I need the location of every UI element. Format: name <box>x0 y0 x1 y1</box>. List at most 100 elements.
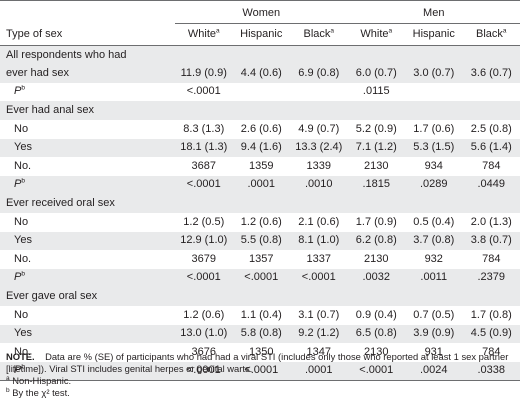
column-header-men-white: Whitea <box>360 27 393 40</box>
row-label-p-sup: b <box>21 270 25 278</box>
spacer-cell <box>232 287 290 306</box>
row-label-p-text: P <box>14 178 22 191</box>
value-cell-5: 784 <box>482 252 501 265</box>
value-cell-3: 2130 <box>364 345 389 358</box>
sti-prevalence-table: Women Men Type of sex Whitea Hispanic Bl… <box>0 0 520 381</box>
spacer-cell <box>290 287 348 306</box>
row-label-p: Pb <box>0 361 175 381</box>
value-cell-3: 0.9 (0.4) <box>355 308 397 321</box>
row-label-p: Pb <box>0 268 175 287</box>
all-value-cell-1: 4.4 (0.6) <box>232 64 290 83</box>
value-cell-0: 3687 <box>191 159 216 172</box>
value-cell-3: 2130 <box>364 159 389 172</box>
table-row: No 8.3 (1.3) 2.6 (0.6) 4.9 (0.7) 5.2 (0.9) 1.… <box>0 120 520 139</box>
value-cell-2: 3.1 (0.7) <box>298 308 340 321</box>
value-cell-2: 2.1 (0.6) <box>298 215 340 228</box>
row-label-p-text: P <box>14 364 22 376</box>
value-cell-4: .0024 <box>405 361 463 381</box>
section-title: Ever had anal sex <box>0 101 175 120</box>
value-cell-4: 934 <box>424 159 443 172</box>
section-title: Ever received oral sex <box>0 194 175 213</box>
spacer-cell <box>175 287 233 306</box>
group-header-row: Women Men <box>0 0 520 24</box>
value-cell-1: 2.6 (0.6) <box>240 122 282 135</box>
value-cell-0: <.0001 <box>175 268 233 287</box>
spacer-cell <box>290 194 348 213</box>
value-cell-2: 1347 <box>306 345 331 358</box>
footnote-b-mark: b <box>6 386 10 394</box>
value-cell-1: 1350 <box>249 345 274 358</box>
table-row: No. 3679 1357 1337 2130 932 784 <box>0 250 520 269</box>
row-label-all-p-sup: b <box>21 84 25 92</box>
value-cell-0: 1.2 (0.5) <box>183 215 225 228</box>
value-cell-2: .0001 <box>290 361 348 381</box>
row-label-all-p: Pb <box>0 83 175 102</box>
row-label: No <box>14 215 29 228</box>
table-row: Yes 12.9 (1.0) 5.5 (0.8) 8.1 (1.0) 6.2 (0.8)… <box>0 231 520 250</box>
all-p-cell-2 <box>290 83 348 102</box>
group-men-label: Men <box>423 6 445 19</box>
value-cell-5: 4.5 (0.9) <box>462 324 520 343</box>
row-label: No <box>14 308 29 321</box>
value-cell-1: <.0001 <box>232 268 290 287</box>
spacer-cell <box>405 194 463 213</box>
column-header-type: Type of sex <box>6 27 63 40</box>
table-row: No. 3676 1350 1347 2130 931 784 <box>0 343 520 362</box>
table-row-all-1: All respondents who had <box>0 45 520 64</box>
row-label: No. <box>14 159 32 172</box>
value-cell-0: 3676 <box>191 345 216 358</box>
spacer-cell <box>232 101 290 120</box>
value-cell-1: 1.2 (0.6) <box>240 215 282 228</box>
value-cell-5: 3.8 (0.7) <box>462 231 520 250</box>
spacer-cell <box>175 194 233 213</box>
value-cell-2: 1339 <box>306 159 331 172</box>
value-cell-0: <.0001 <box>175 361 233 381</box>
footnote-a-mark: a <box>6 374 10 382</box>
column-header-men-hispanic: Hispanic <box>412 28 455 40</box>
all-value-cell-5: 3.6 (0.7) <box>462 64 520 83</box>
corner-cell <box>0 0 175 24</box>
value-cell-0: 12.9 (1.0) <box>175 231 233 250</box>
all-value-cell-4: 3.0 (0.7) <box>405 64 463 83</box>
table-row: Pb <.0001.0001.0010.1815.0289.0449 <box>0 175 520 194</box>
note-label: NOTE. <box>6 351 35 362</box>
row-label: Yes <box>0 138 175 157</box>
spacer-cell <box>462 101 520 120</box>
all-p-cell-4 <box>405 83 463 102</box>
value-cell-5: 784 <box>482 345 501 358</box>
column-header-men-black: Blacka <box>475 27 507 40</box>
spacer-cell <box>405 45 463 64</box>
row-label: No. <box>14 345 32 358</box>
value-cell-5: .2379 <box>462 268 520 287</box>
row-label-all-line2: ever had sex <box>0 64 175 83</box>
row-label-p-sup: b <box>21 177 25 185</box>
all-value-cell-2: 6.9 (0.8) <box>290 64 348 83</box>
value-cell-2: 1337 <box>306 252 331 265</box>
value-cell-4: 931 <box>424 345 443 358</box>
column-header-women-black: Blacka <box>303 27 335 40</box>
value-cell-4: .0289 <box>405 175 463 194</box>
value-cell-2: .0010 <box>290 175 348 194</box>
value-cell-1: <.0001 <box>232 361 290 381</box>
table-row: No. 3687 1359 1339 2130 934 784 <box>0 157 520 176</box>
value-cell-4: 1.7 (0.6) <box>413 122 455 135</box>
value-cell-3: 2130 <box>364 252 389 265</box>
spacer-cell <box>232 194 290 213</box>
value-cell-2: 13.3 (2.4) <box>290 138 348 157</box>
value-cell-0: 1.2 (0.6) <box>183 308 225 321</box>
table-notes: NOTE. Data are % (SE) of participants wh… <box>6 351 516 399</box>
column-header-women-white: Whitea <box>187 27 220 40</box>
row-label: No <box>14 122 29 135</box>
value-cell-3: .1815 <box>347 175 405 194</box>
value-cell-5: 5.6 (1.4) <box>462 138 520 157</box>
value-cell-3: 6.5 (0.8) <box>347 324 405 343</box>
all-p-cell-3: .0115 <box>362 85 390 98</box>
spacer-cell <box>462 194 520 213</box>
spacer-cell <box>347 101 405 120</box>
value-cell-5: 784 <box>482 159 501 172</box>
row-label-p-sup: b <box>21 363 25 371</box>
value-cell-0: 13.0 (1.0) <box>175 324 233 343</box>
value-cell-4: 5.3 (1.5) <box>405 138 463 157</box>
table-row: Yes 13.0 (1.0) 5.8 (0.8) 9.2 (1.2) 6.5 (0.8)… <box>0 324 520 343</box>
spacer-cell <box>175 101 233 120</box>
